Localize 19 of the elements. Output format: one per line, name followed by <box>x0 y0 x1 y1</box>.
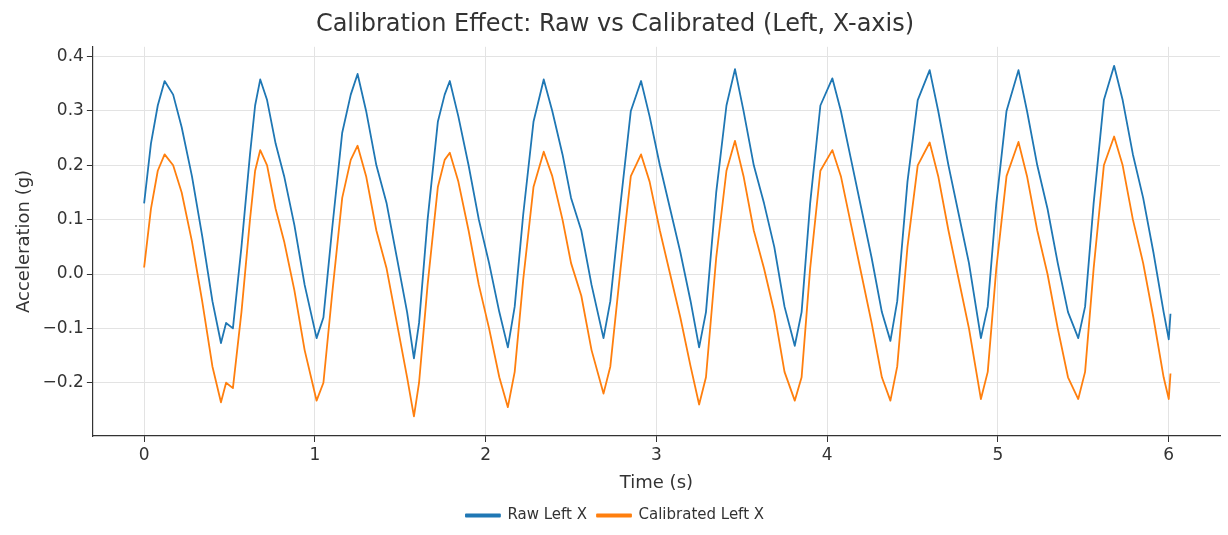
legend-label: Calibrated Left X <box>638 505 765 524</box>
x-tick-label: 3 <box>651 443 662 464</box>
y-axis-title: Acceleration (g) <box>12 169 34 313</box>
x-tick-label: 4 <box>821 443 833 464</box>
x-tick-label: 2 <box>480 443 492 464</box>
x-tick-label: 1 <box>309 443 321 464</box>
y-tick-label: 0.0 <box>56 262 84 283</box>
y-tick-label: 0.4 <box>56 45 84 66</box>
x-tick-label: 0 <box>138 443 150 464</box>
chart-title: Calibration Effect: Raw vs Calibrated (Left, X-axis) <box>315 8 915 37</box>
y-tick-label: −0.2 <box>42 371 84 392</box>
legend-label: Raw Left X <box>507 505 588 524</box>
y-tick-label: 0.1 <box>56 208 84 229</box>
y-tick-label: −0.1 <box>42 316 84 337</box>
y-tick-label: 0.2 <box>56 153 84 174</box>
x-tick-label: 6 <box>1163 443 1175 464</box>
x-tick-label: 5 <box>992 443 1004 464</box>
y-tick-label: 0.3 <box>56 99 84 120</box>
x-axis-title: Time (s) <box>618 470 694 492</box>
